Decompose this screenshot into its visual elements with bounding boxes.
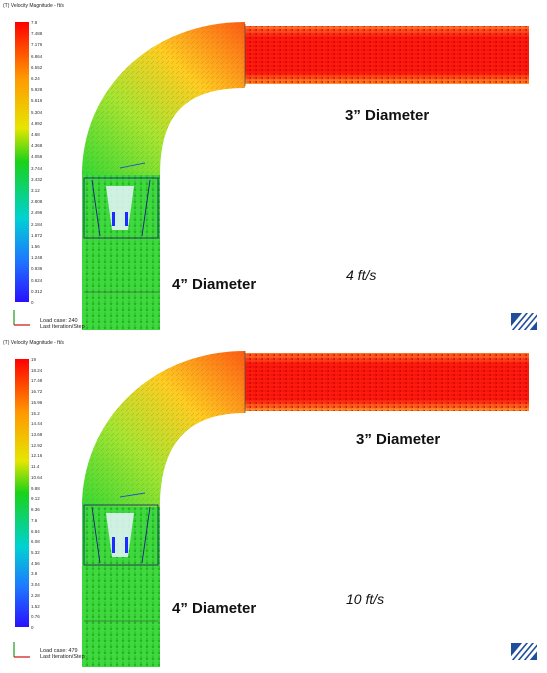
scale-tick-label: 3.432 bbox=[31, 176, 43, 182]
scale-tick-label: 8.36 bbox=[31, 507, 40, 513]
flow-panel-4fts: (T) Velocity Magnitude - ft/s 7.8 7.488 7.… bbox=[0, 0, 547, 336]
scale-tick-label: 7.488 bbox=[31, 31, 43, 37]
bend-velocity-arrows bbox=[82, 351, 245, 507]
scale-tick-label: 6.864 bbox=[31, 53, 43, 59]
outlet-diameter-label: 3” Diameter bbox=[345, 107, 430, 124]
scale-tick-label: 3.8 bbox=[31, 571, 38, 577]
scale-tick-label: 13.68 bbox=[31, 432, 43, 438]
inlet-diameter-label: 4” Diameter bbox=[172, 276, 257, 293]
company-logo bbox=[511, 643, 537, 660]
scale-tick-label: 0.624 bbox=[31, 277, 43, 283]
scale-tick-label: 6.84 bbox=[31, 528, 40, 534]
scale-tick-label: 14.44 bbox=[31, 421, 43, 427]
load-case-text: Load case: 240 bbox=[40, 318, 78, 324]
color-scale-bar bbox=[15, 359, 29, 627]
scale-tick-label: 4.056 bbox=[31, 154, 43, 160]
scale-tick-label: 3.04 bbox=[31, 582, 40, 588]
inlet-speed-label: 10 ft/s bbox=[346, 591, 385, 607]
scale-tick-label: 6.08 bbox=[31, 539, 40, 545]
scale-tick-label: 12.16 bbox=[31, 453, 43, 459]
scale-tick-label: 3.744 bbox=[31, 165, 43, 171]
axis-triad bbox=[13, 642, 30, 658]
scale-tick-label: 16.72 bbox=[31, 389, 43, 395]
load-case-text: Load case: 479 bbox=[40, 648, 78, 654]
scale-tick-label: 9.12 bbox=[31, 496, 40, 502]
scale-tick-label: 1.872 bbox=[31, 232, 43, 238]
scale-tick-label: 4.56 bbox=[31, 560, 40, 566]
scale-tick-label: 15.96 bbox=[31, 399, 43, 405]
inlet-diameter-label: 4” Diameter bbox=[172, 600, 257, 617]
scale-tick-label: 9.88 bbox=[31, 485, 40, 491]
scale-tick-label: 7.176 bbox=[31, 42, 43, 48]
scale-tick-label: 2.184 bbox=[31, 221, 43, 227]
color-scale-bar bbox=[15, 22, 29, 302]
scale-tick-label: 1.248 bbox=[31, 255, 43, 261]
axis-triad bbox=[13, 310, 30, 326]
scale-tick-label: 15.2 bbox=[31, 410, 40, 416]
scale-tick-label: 7.6 bbox=[31, 517, 38, 523]
scale-tick-label: 7.8 bbox=[31, 20, 38, 25]
bend-velocity-arrows bbox=[82, 22, 245, 175]
scale-tick-label: 0.76 bbox=[31, 614, 40, 620]
scale-tick-label: 6.24 bbox=[31, 76, 40, 81]
scale-tick-label: 10.64 bbox=[31, 474, 43, 480]
scale-tick-label: 4.992 bbox=[31, 120, 43, 126]
scale-tick-label: 4.68 bbox=[31, 132, 40, 137]
scale-tick-label: 1.52 bbox=[31, 603, 40, 609]
scale-tick-label: 2.28 bbox=[31, 592, 40, 598]
scale-tick-label: 0.936 bbox=[31, 266, 43, 272]
scale-tick-label: 17.48 bbox=[31, 378, 43, 384]
scale-tick-label: 18.24 bbox=[31, 367, 43, 373]
flow-canvas bbox=[13, 22, 529, 330]
outlet-diameter-label: 3” Diameter bbox=[356, 431, 441, 448]
scale-tick-label: 4.368 bbox=[31, 143, 43, 149]
scale-tick-label: 3.12 bbox=[31, 188, 40, 193]
flow-panel-10fts: (T) Velocity Magnitude - ft/s 19 18.24 17.… bbox=[0, 337, 547, 673]
scale-tick-label: 0 bbox=[31, 625, 34, 630]
scale-tick-label: 2.496 bbox=[31, 210, 43, 216]
scale-tick-label: 5.32 bbox=[31, 549, 40, 555]
legend-title: (T) Velocity Magnitude - ft/s bbox=[3, 3, 64, 9]
scale-tick-label: 5.304 bbox=[31, 109, 43, 115]
scale-tick-label: 6.552 bbox=[31, 64, 43, 70]
scale-tick-label: 0 bbox=[31, 300, 34, 305]
scale-tick-label: 19 bbox=[31, 357, 37, 362]
scale-tick-label: 0.312 bbox=[31, 288, 43, 294]
scale-tick-label: 5.928 bbox=[31, 87, 43, 93]
scale-tick-label: 1.56 bbox=[31, 244, 40, 249]
inlet-speed-label: 4 ft/s bbox=[346, 267, 377, 283]
scale-tick-label: 12.92 bbox=[31, 442, 43, 448]
flow-canvas bbox=[13, 351, 529, 667]
outlet-velocity-arrows bbox=[245, 26, 529, 84]
company-logo bbox=[511, 313, 537, 330]
scale-tick-label: 2.808 bbox=[31, 199, 43, 205]
iteration-text: Last Iteration/Step bbox=[40, 654, 85, 660]
scale-tick-label: 11.4 bbox=[31, 464, 40, 470]
iteration-text: Last Iteration/Step bbox=[40, 324, 85, 330]
legend-title: (T) Velocity Magnitude - ft/s bbox=[3, 340, 64, 346]
outlet-velocity-arrows bbox=[245, 353, 529, 411]
scale-tick-label: 5.616 bbox=[31, 98, 43, 104]
